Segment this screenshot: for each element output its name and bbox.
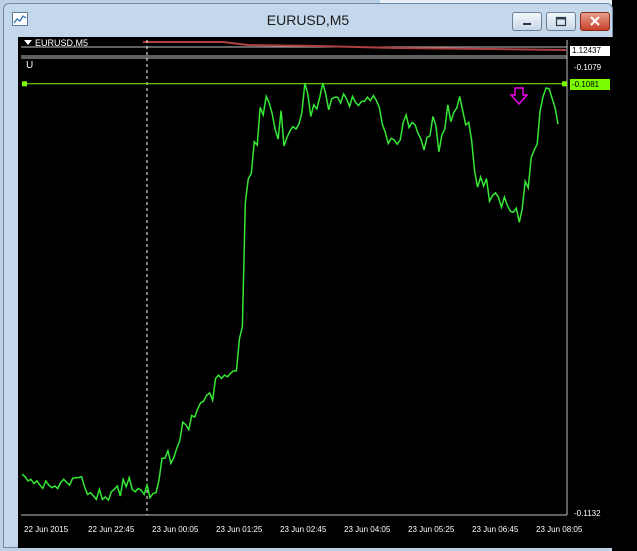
window-title: EURUSD,M5: [266, 12, 350, 28]
price-axis-label: 1.12437: [570, 46, 610, 56]
chart-window-icon: [12, 12, 28, 26]
x-tick-label: 23 Jun 01:25: [216, 525, 263, 534]
current-value-tag: -0.1081: [570, 79, 610, 90]
close-button[interactable]: [580, 12, 610, 31]
indicator-name: U: [26, 60, 34, 71]
x-tick-label: 23 Jun 05:25: [408, 525, 455, 534]
chart-symbol-label: EURUSD,M5: [24, 38, 88, 48]
x-tick-label: 23 Jun 00:05: [152, 525, 199, 534]
chart-plot: [21, 40, 568, 516]
indicator-series-line: [21, 82, 559, 502]
chart-menu-triangle-icon[interactable]: [24, 40, 32, 45]
x-tick-label: 22 Jun 2015: [24, 525, 69, 534]
symbol-text: EURUSD,M5: [35, 38, 89, 48]
level-line-marker[interactable]: [562, 81, 567, 87]
x-tick-label: 23 Jun 02:45: [280, 525, 327, 534]
y-tick-label: -0.1079: [574, 63, 602, 72]
x-tick-label: 22 Jun 22:45: [88, 525, 135, 534]
level-line-marker[interactable]: [22, 81, 27, 87]
chart-window[interactable]: EURUSD,M5 EURUSD,M5 1.12437 U -: [3, 3, 614, 548]
x-tick-label: 23 Jun 06:45: [472, 525, 519, 534]
background-chart-window: [612, 0, 637, 551]
sell-arrow-icon: [509, 87, 529, 106]
chart-area[interactable]: EURUSD,M5 1.12437 U -0.1079 -0.1081 -0.1…: [18, 37, 614, 548]
minimize-button[interactable]: [512, 12, 542, 31]
y-tick-label: -0.1132: [574, 509, 601, 518]
x-tick-label: 23 Jun 04:05: [344, 525, 391, 534]
maximize-button[interactable]: [546, 12, 576, 31]
x-tick-label: 23 Jun 08:05: [536, 525, 583, 534]
title-bar[interactable]: EURUSD,M5: [4, 4, 612, 34]
price-mini-line: [143, 41, 567, 51]
